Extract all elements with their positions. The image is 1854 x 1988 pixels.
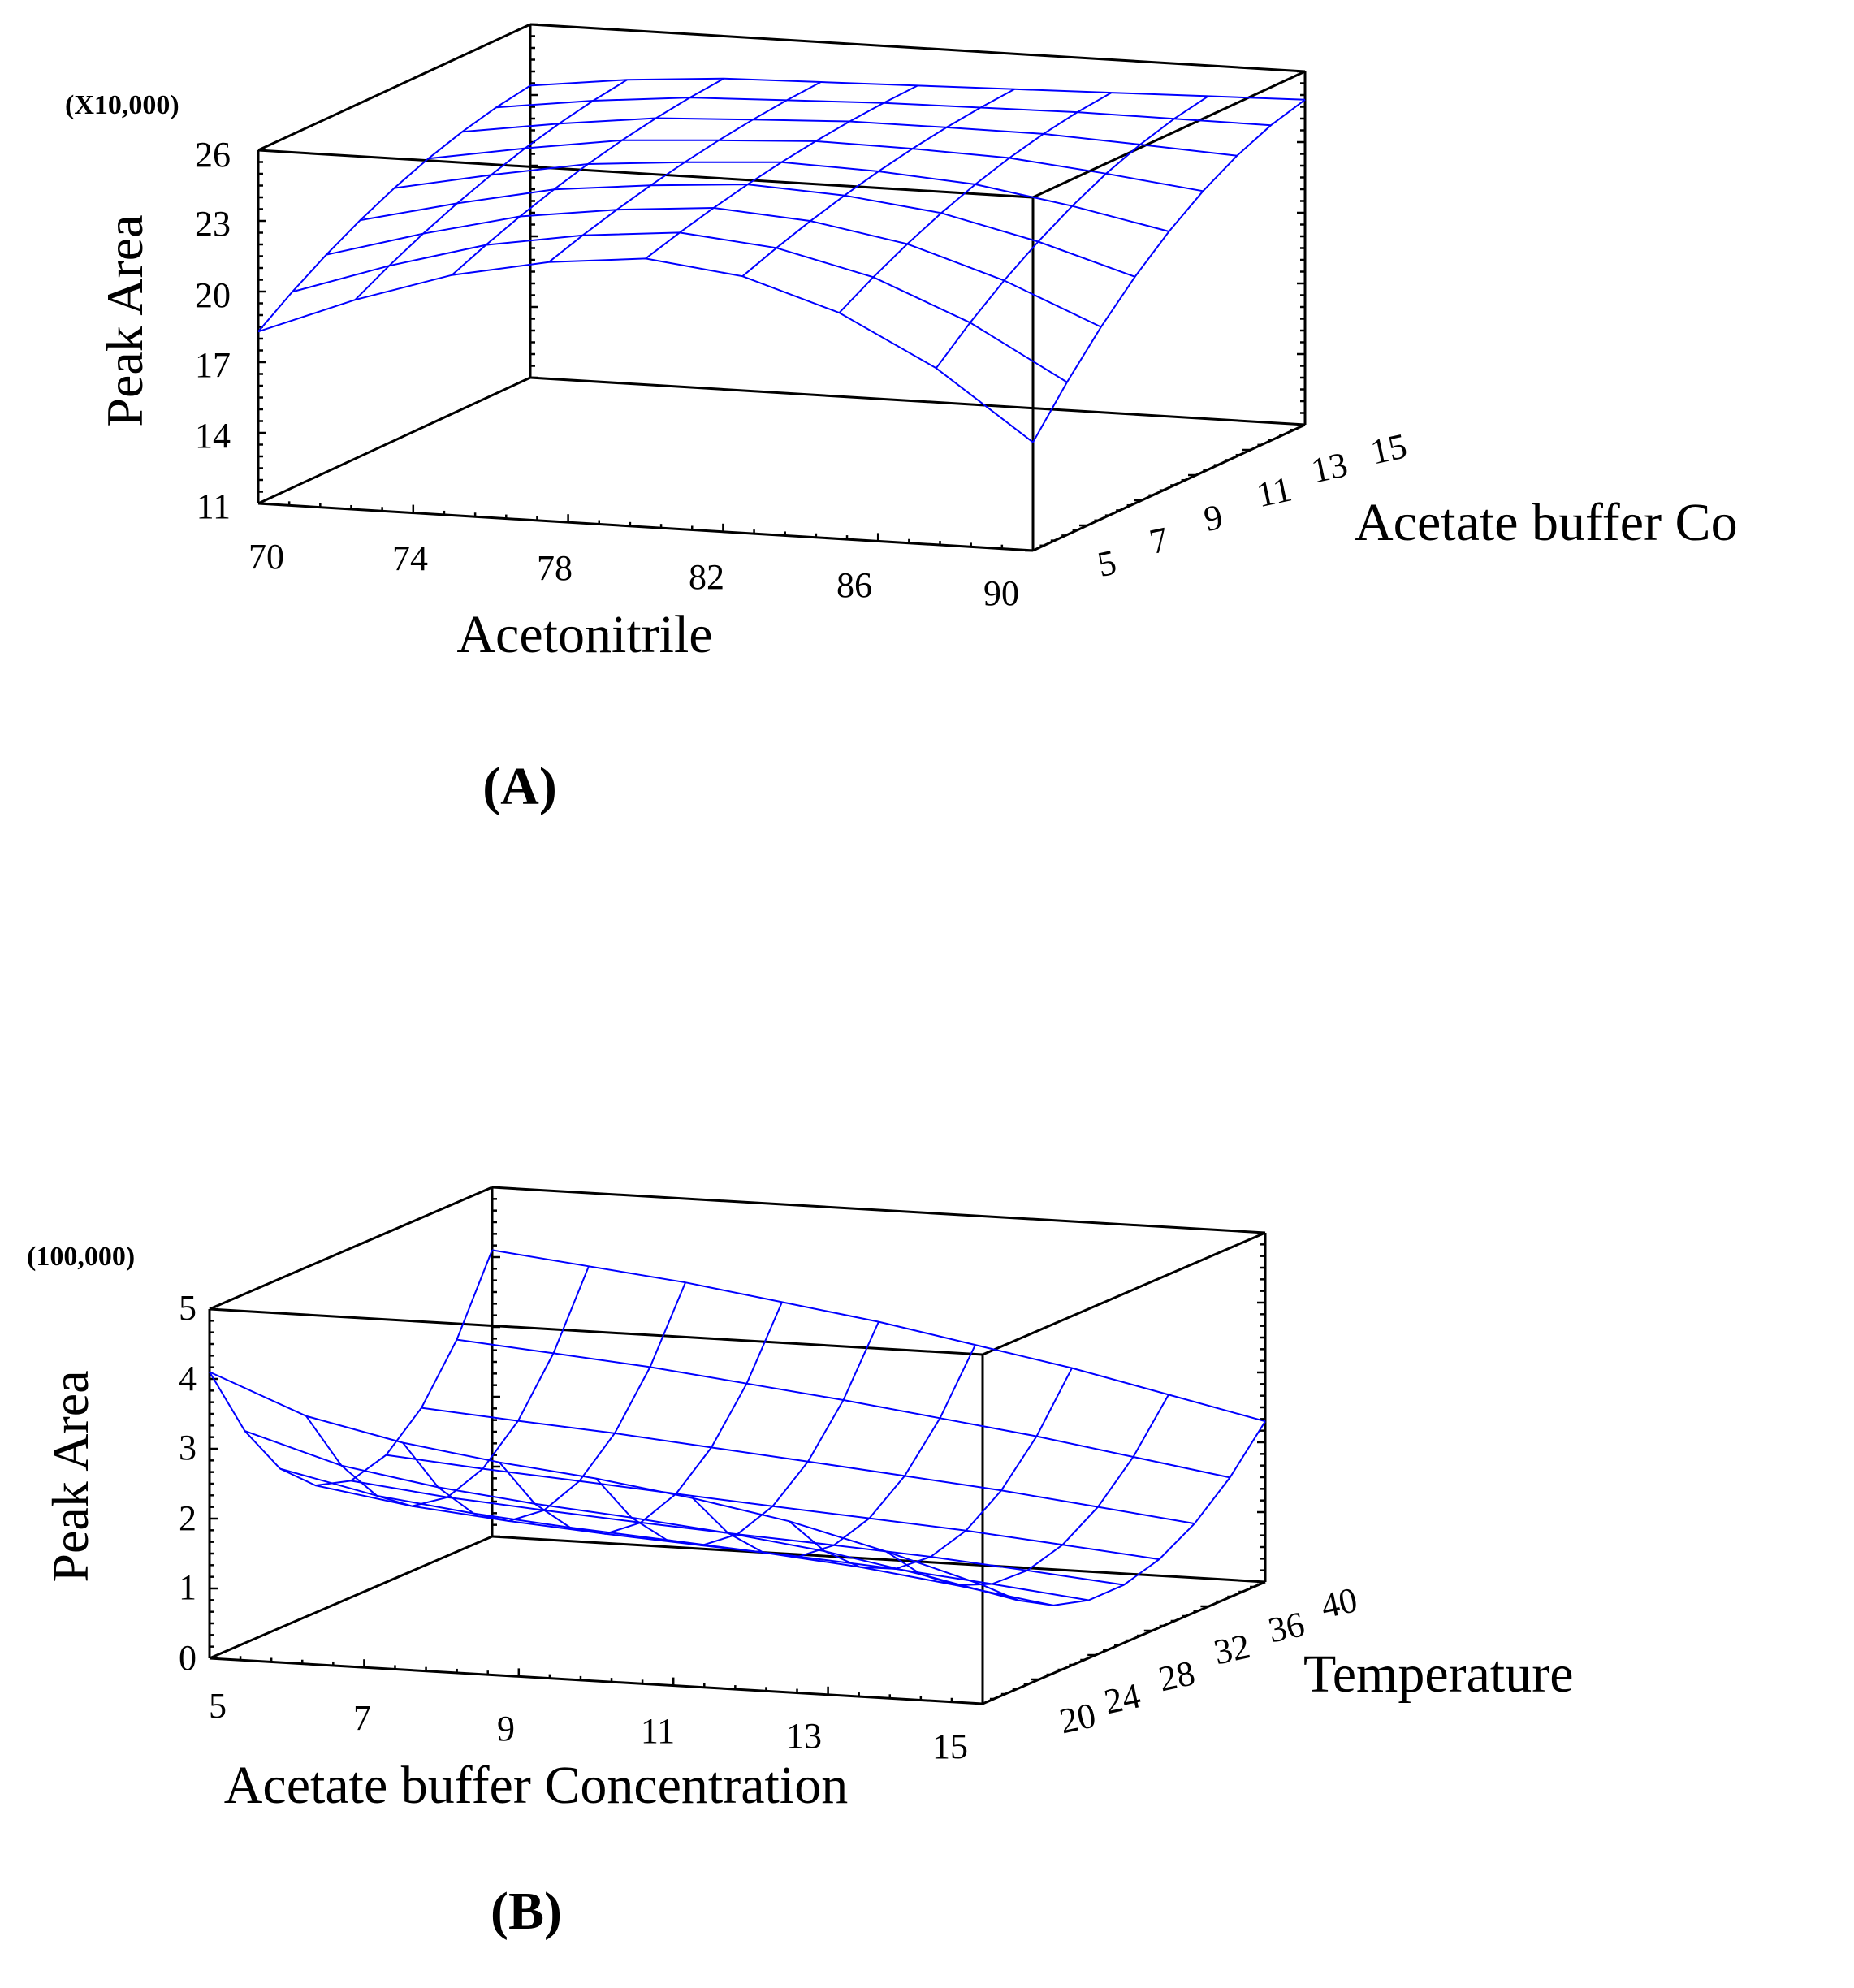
chart-a-scale-label: (X10,000) xyxy=(65,90,179,120)
chart-b-x-tick: 11 xyxy=(641,1711,675,1751)
chart-a-mesh-line-y xyxy=(257,84,531,332)
chart-a-mesh-line-y xyxy=(354,79,628,300)
chart-b-z-tick: 5 xyxy=(179,1288,197,1328)
chart-b-y-tick: 28 xyxy=(1155,1653,1198,1699)
chart-a-mesh-line-y xyxy=(451,77,724,276)
chart-b-mesh-line-x xyxy=(315,1485,1089,1601)
chart-b-mesh-line-y xyxy=(209,1250,493,1487)
chart-b-mesh-line-y xyxy=(305,1265,590,1507)
chart-b-mesh-line-x xyxy=(456,1338,1230,1479)
chart-b-surface-mesh xyxy=(209,1249,1266,1606)
chart-a-z-tick: 23 xyxy=(195,204,231,244)
chart-a-mesh-line-y xyxy=(935,95,1209,369)
chart-b-scale-label: (100,000) xyxy=(27,1242,135,1272)
chart-b-z-tick: 4 xyxy=(179,1359,197,1398)
chart-a-mesh-line-y xyxy=(838,92,1112,313)
chart-a-mesh-line-x xyxy=(394,161,1169,232)
chart-b-panel-label: (B) xyxy=(491,1882,562,1941)
chart-a-y-axis-label: Acetate buffer Co xyxy=(1355,493,1738,552)
chart-b: (100,000) 5 4 3 2 1 0 Peak Area 5 7 9 11… xyxy=(27,1186,1574,1941)
chart-b-box xyxy=(208,1186,1267,1705)
chart-a-y-tick: 13 xyxy=(1307,444,1351,491)
chart-a-box-edge xyxy=(529,376,1306,426)
chart-b-x-tick: 9 xyxy=(497,1709,515,1748)
chart-b-box-edge xyxy=(209,1535,493,1660)
chart-a-mesh-line-y xyxy=(741,88,1015,277)
chart-a-y-tick: 9 xyxy=(1200,497,1226,540)
chart-b-z-tick: 1 xyxy=(179,1567,197,1607)
chart-a-box-edge xyxy=(257,376,531,505)
chart-b-mesh-line-y xyxy=(982,1420,1266,1606)
chart-b-box-edge xyxy=(982,1231,1266,1356)
chart-b-x-axis-label: Acetate buffer Concentration xyxy=(224,1756,848,1815)
chart-a-mesh-line-y xyxy=(645,84,918,260)
chart-b-box-edge xyxy=(491,1186,1266,1234)
chart-a-mesh-line-x xyxy=(257,257,1034,443)
chart-a-mesh-line-x xyxy=(462,117,1238,157)
chart-a: (X10,000) 26 23 20 17 14 11 Peak Area 70… xyxy=(65,23,1738,816)
chart-a-surface-mesh xyxy=(257,77,1306,443)
chart-b-z-tick: 0 xyxy=(179,1638,197,1678)
chart-a-z-tick: 17 xyxy=(195,345,231,385)
chart-a-x-tick: 90 xyxy=(983,573,1019,613)
chart-b-mesh-line-x xyxy=(350,1480,1125,1586)
chart-a-x-tick: 86 xyxy=(836,565,872,605)
chart-a-z-tick: 20 xyxy=(195,275,231,315)
chart-b-y-tick: 36 xyxy=(1264,1604,1307,1650)
chart-a-box-edge xyxy=(529,23,1306,73)
chart-b-mesh-line-x xyxy=(491,1249,1266,1423)
chart-a-mesh-line-y xyxy=(1032,98,1306,443)
chart-b-mesh-line-y xyxy=(789,1368,1073,1570)
chart-a-z-axis-label: Peak Area xyxy=(96,214,153,426)
chart-a-box-edge xyxy=(257,23,531,152)
chart-b-tick-marks xyxy=(208,1186,1265,1705)
chart-a-box-edge xyxy=(1032,70,1306,199)
chart-a-mesh-line-x xyxy=(529,77,1306,101)
chart-b-z-tick: 3 xyxy=(179,1428,197,1467)
chart-b-x-tick: 7 xyxy=(353,1698,371,1738)
chart-b-y-tick: 24 xyxy=(1100,1675,1143,1722)
chart-b-mesh-line-y xyxy=(499,1302,783,1535)
chart-a-z-tick: 14 xyxy=(195,416,231,456)
chart-b-box-edge xyxy=(209,1657,983,1705)
chart-a-z-tick: 11 xyxy=(197,486,231,526)
chart-a-box-edge xyxy=(257,502,1034,552)
chart-b-z-axis-label: Peak Area xyxy=(41,1370,99,1582)
chart-a-y-tick: 15 xyxy=(1367,426,1410,472)
chart-b-box-edge xyxy=(491,1535,1266,1584)
chart-b-mesh-line-y xyxy=(692,1344,976,1558)
chart-a-x-tick: 74 xyxy=(392,538,428,578)
chart-b-y-tick: 32 xyxy=(1210,1626,1253,1672)
chart-b-y-axis-label: Temperature xyxy=(1303,1644,1574,1704)
chart-a-x-tick: 82 xyxy=(689,557,724,597)
chart-a-mesh-line-y xyxy=(548,81,822,263)
chart-a-panel-label: (A) xyxy=(482,757,557,816)
chart-b-box-edge xyxy=(209,1186,493,1311)
chart-a-z-tick: 26 xyxy=(195,135,231,175)
chart-b-mesh-line-y xyxy=(595,1321,879,1547)
chart-b-y-tick: 20 xyxy=(1056,1695,1099,1741)
chart-b-mesh-line-y xyxy=(402,1281,686,1523)
chart-b-y-tick: 40 xyxy=(1317,1580,1360,1626)
chart-a-mesh-line-x xyxy=(292,231,1068,383)
chart-a-x-tick: 78 xyxy=(537,548,573,588)
chart-a-x-tick: 70 xyxy=(248,537,284,577)
chart-a-y-tick: 11 xyxy=(1253,469,1295,515)
chart-a-y-tick: 5 xyxy=(1094,542,1120,586)
chart-b-x-tick: 15 xyxy=(932,1727,968,1766)
chart-b-box-edge xyxy=(209,1307,983,1356)
chart-b-x-tick: 5 xyxy=(209,1686,227,1726)
chart-b-z-tick: 2 xyxy=(179,1498,197,1538)
chart-b-x-tick: 13 xyxy=(786,1716,822,1756)
chart-a-y-tick: 7 xyxy=(1146,520,1172,563)
chart-a-box-edge xyxy=(257,149,1034,199)
chart-b-mesh-line-y xyxy=(885,1394,1169,1587)
chart-a-x-axis-label: Acetonitrile xyxy=(456,605,712,664)
